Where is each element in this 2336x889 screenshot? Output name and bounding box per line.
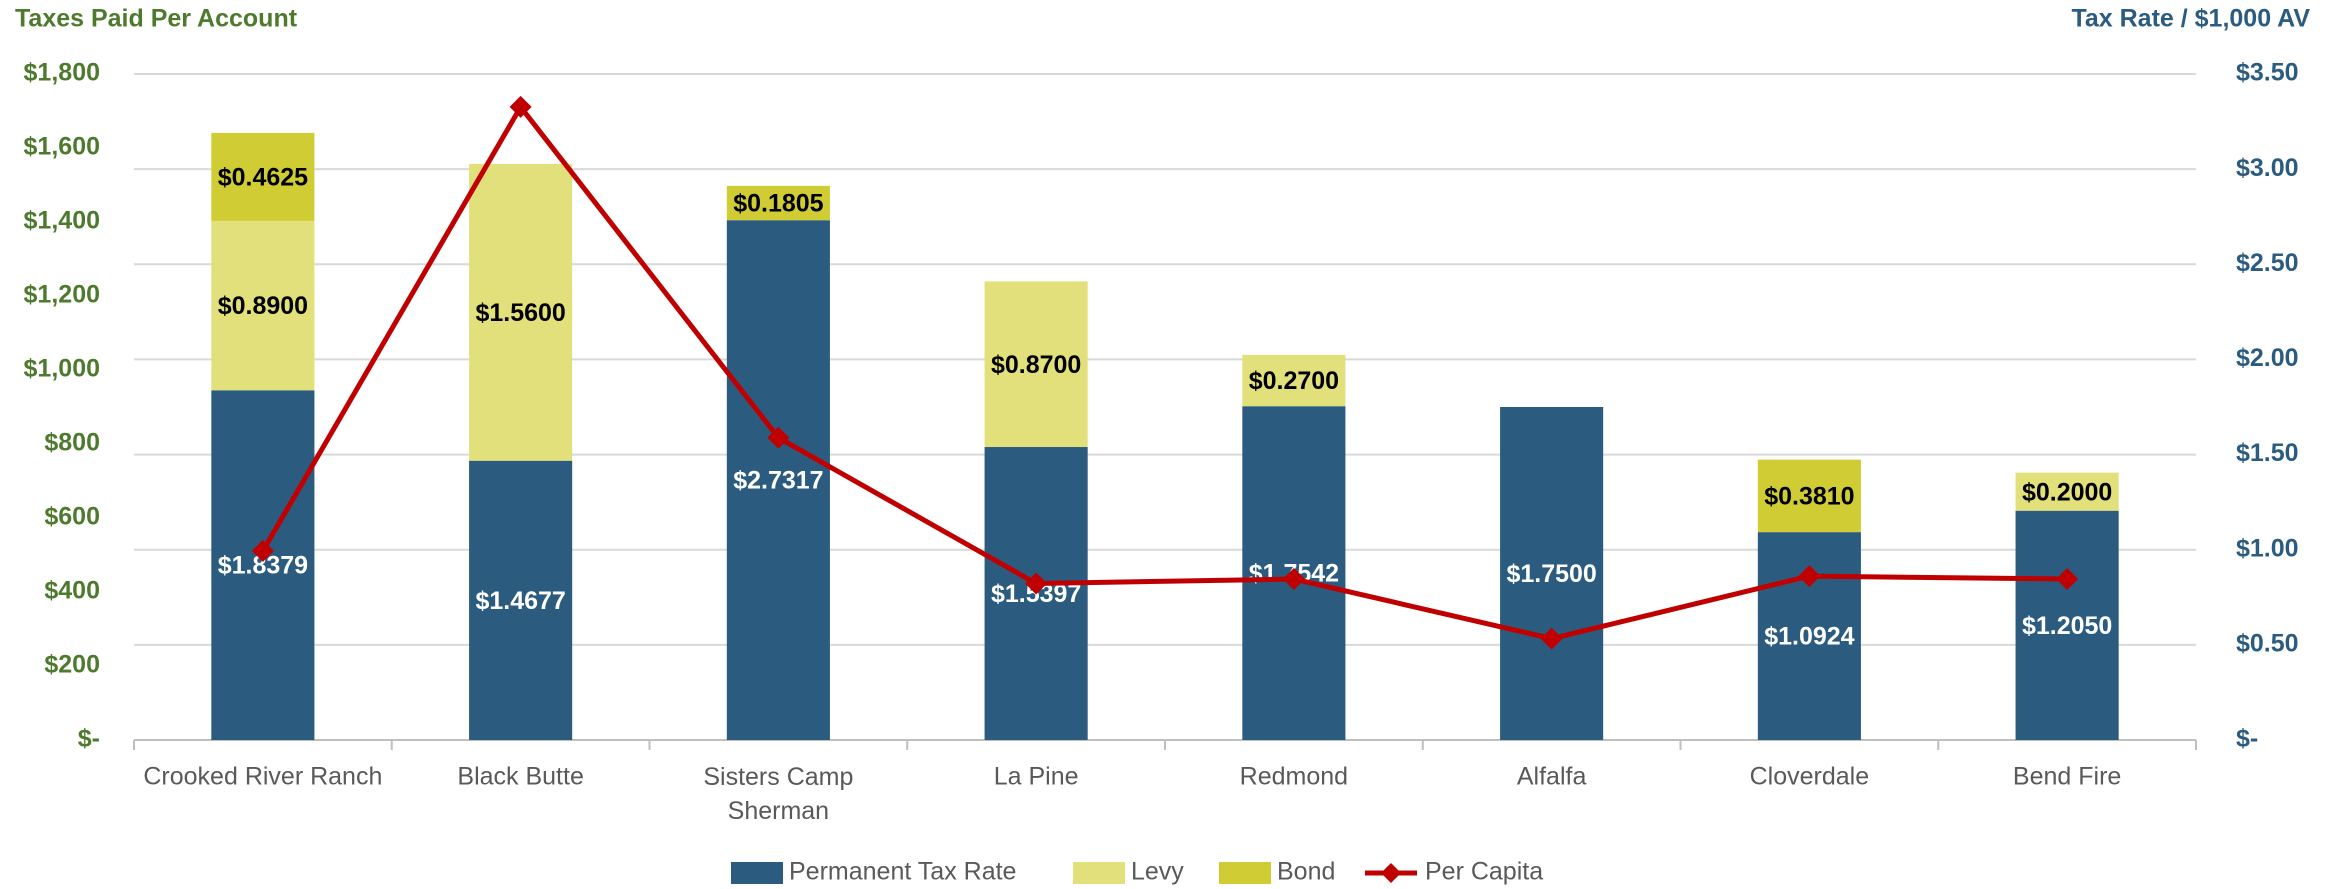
- line-marker: [2056, 568, 2079, 591]
- data-label: $2.7317: [733, 467, 823, 495]
- bar-segment: [469, 460, 573, 740]
- legend-swatch: [1219, 862, 1271, 884]
- data-label: $1.0924: [1764, 623, 1854, 651]
- data-label: $0.8700: [991, 351, 1081, 379]
- x-tick-label: La Pine: [994, 763, 1079, 791]
- y-tick-label: $600: [44, 503, 100, 531]
- bar-segment: [726, 220, 830, 740]
- data-label: $0.2700: [1249, 367, 1339, 395]
- y2-tick-label: $0.50: [2236, 629, 2299, 657]
- legend-swatch: [731, 862, 783, 884]
- x-tick-label: Alfalfa: [1517, 763, 1587, 791]
- line-series: [260, 102, 2068, 642]
- y-tick-label: $200: [44, 651, 100, 679]
- y-axis-title: Taxes Paid Per Account: [15, 5, 298, 33]
- line-marker: [251, 539, 274, 562]
- line-marker: [1798, 565, 1821, 588]
- y2-tick-label: $2.00: [2236, 344, 2299, 372]
- legend-label: Bond: [1277, 858, 1335, 886]
- line-marker: [509, 95, 532, 118]
- data-label: $0.4625: [218, 164, 308, 192]
- bar-segment: [469, 163, 573, 461]
- bar-segment: [2015, 510, 2119, 740]
- y-tick-label: $1,800: [24, 59, 100, 87]
- bar-segment: [726, 185, 830, 221]
- bar-segment: [1242, 354, 1346, 407]
- y2-tick-label: $-: [2236, 725, 2258, 753]
- y2-tick-label: $1.00: [2236, 534, 2299, 562]
- y-tick-label: $1,600: [24, 133, 100, 161]
- data-label: $0.2000: [2022, 478, 2112, 506]
- x-tick-label: Sisters Camp Sherman: [703, 763, 853, 825]
- legend-swatch: [1073, 862, 1125, 884]
- data-label: $1.7500: [1506, 560, 1596, 588]
- line-marker: [1540, 627, 1563, 650]
- legend-marker: [1381, 863, 1401, 883]
- data-label: $0.8900: [218, 292, 308, 320]
- line-marker: [767, 426, 790, 449]
- data-label: $1.4677: [475, 587, 565, 615]
- y2-tick-label: $1.50: [2236, 439, 2299, 467]
- x-tick-label: Redmond: [1240, 763, 1348, 791]
- y-tick-label: $1,400: [24, 207, 100, 235]
- legend-label: Levy: [1131, 858, 1184, 886]
- data-label: $1.5600: [475, 299, 565, 327]
- bar-segment: [2015, 472, 2119, 511]
- x-tick-label: Black Butte: [457, 763, 583, 791]
- line-marker: [1282, 568, 1305, 591]
- y2-tick-label: $3.00: [2236, 154, 2299, 182]
- bar-segment: [1500, 407, 1604, 740]
- y2-tick-label: $2.50: [2236, 249, 2299, 277]
- y2-axis-title: Tax Rate / $1,000 AV: [2071, 5, 2310, 33]
- bar-segment: [211, 390, 315, 740]
- bar-segment: [984, 281, 1088, 448]
- data-label: $0.1805: [733, 190, 823, 218]
- y-tick-label: $1,000: [24, 355, 100, 383]
- bar-segment: [1757, 459, 1861, 533]
- legend-label: Permanent Tax Rate: [789, 858, 1016, 886]
- y-tick-label: $800: [44, 429, 100, 457]
- y-tick-label: $-: [78, 725, 100, 753]
- data-label: $1.2050: [2022, 612, 2112, 640]
- x-tick-label: Cloverdale: [1750, 763, 1870, 791]
- legend-label: Per Capita: [1425, 858, 1543, 886]
- x-tick-label: Bend Fire: [2013, 763, 2121, 791]
- data-label: $0.3810: [1764, 482, 1854, 510]
- bar-segment: [211, 132, 315, 221]
- line-marker: [1025, 572, 1048, 595]
- y-tick-label: $1,200: [24, 281, 100, 309]
- y2-tick-label: $3.50: [2236, 59, 2299, 87]
- y-tick-label: $400: [44, 577, 100, 605]
- bar-segment: [211, 220, 315, 391]
- x-tick-label: Crooked River Ranch: [143, 763, 382, 791]
